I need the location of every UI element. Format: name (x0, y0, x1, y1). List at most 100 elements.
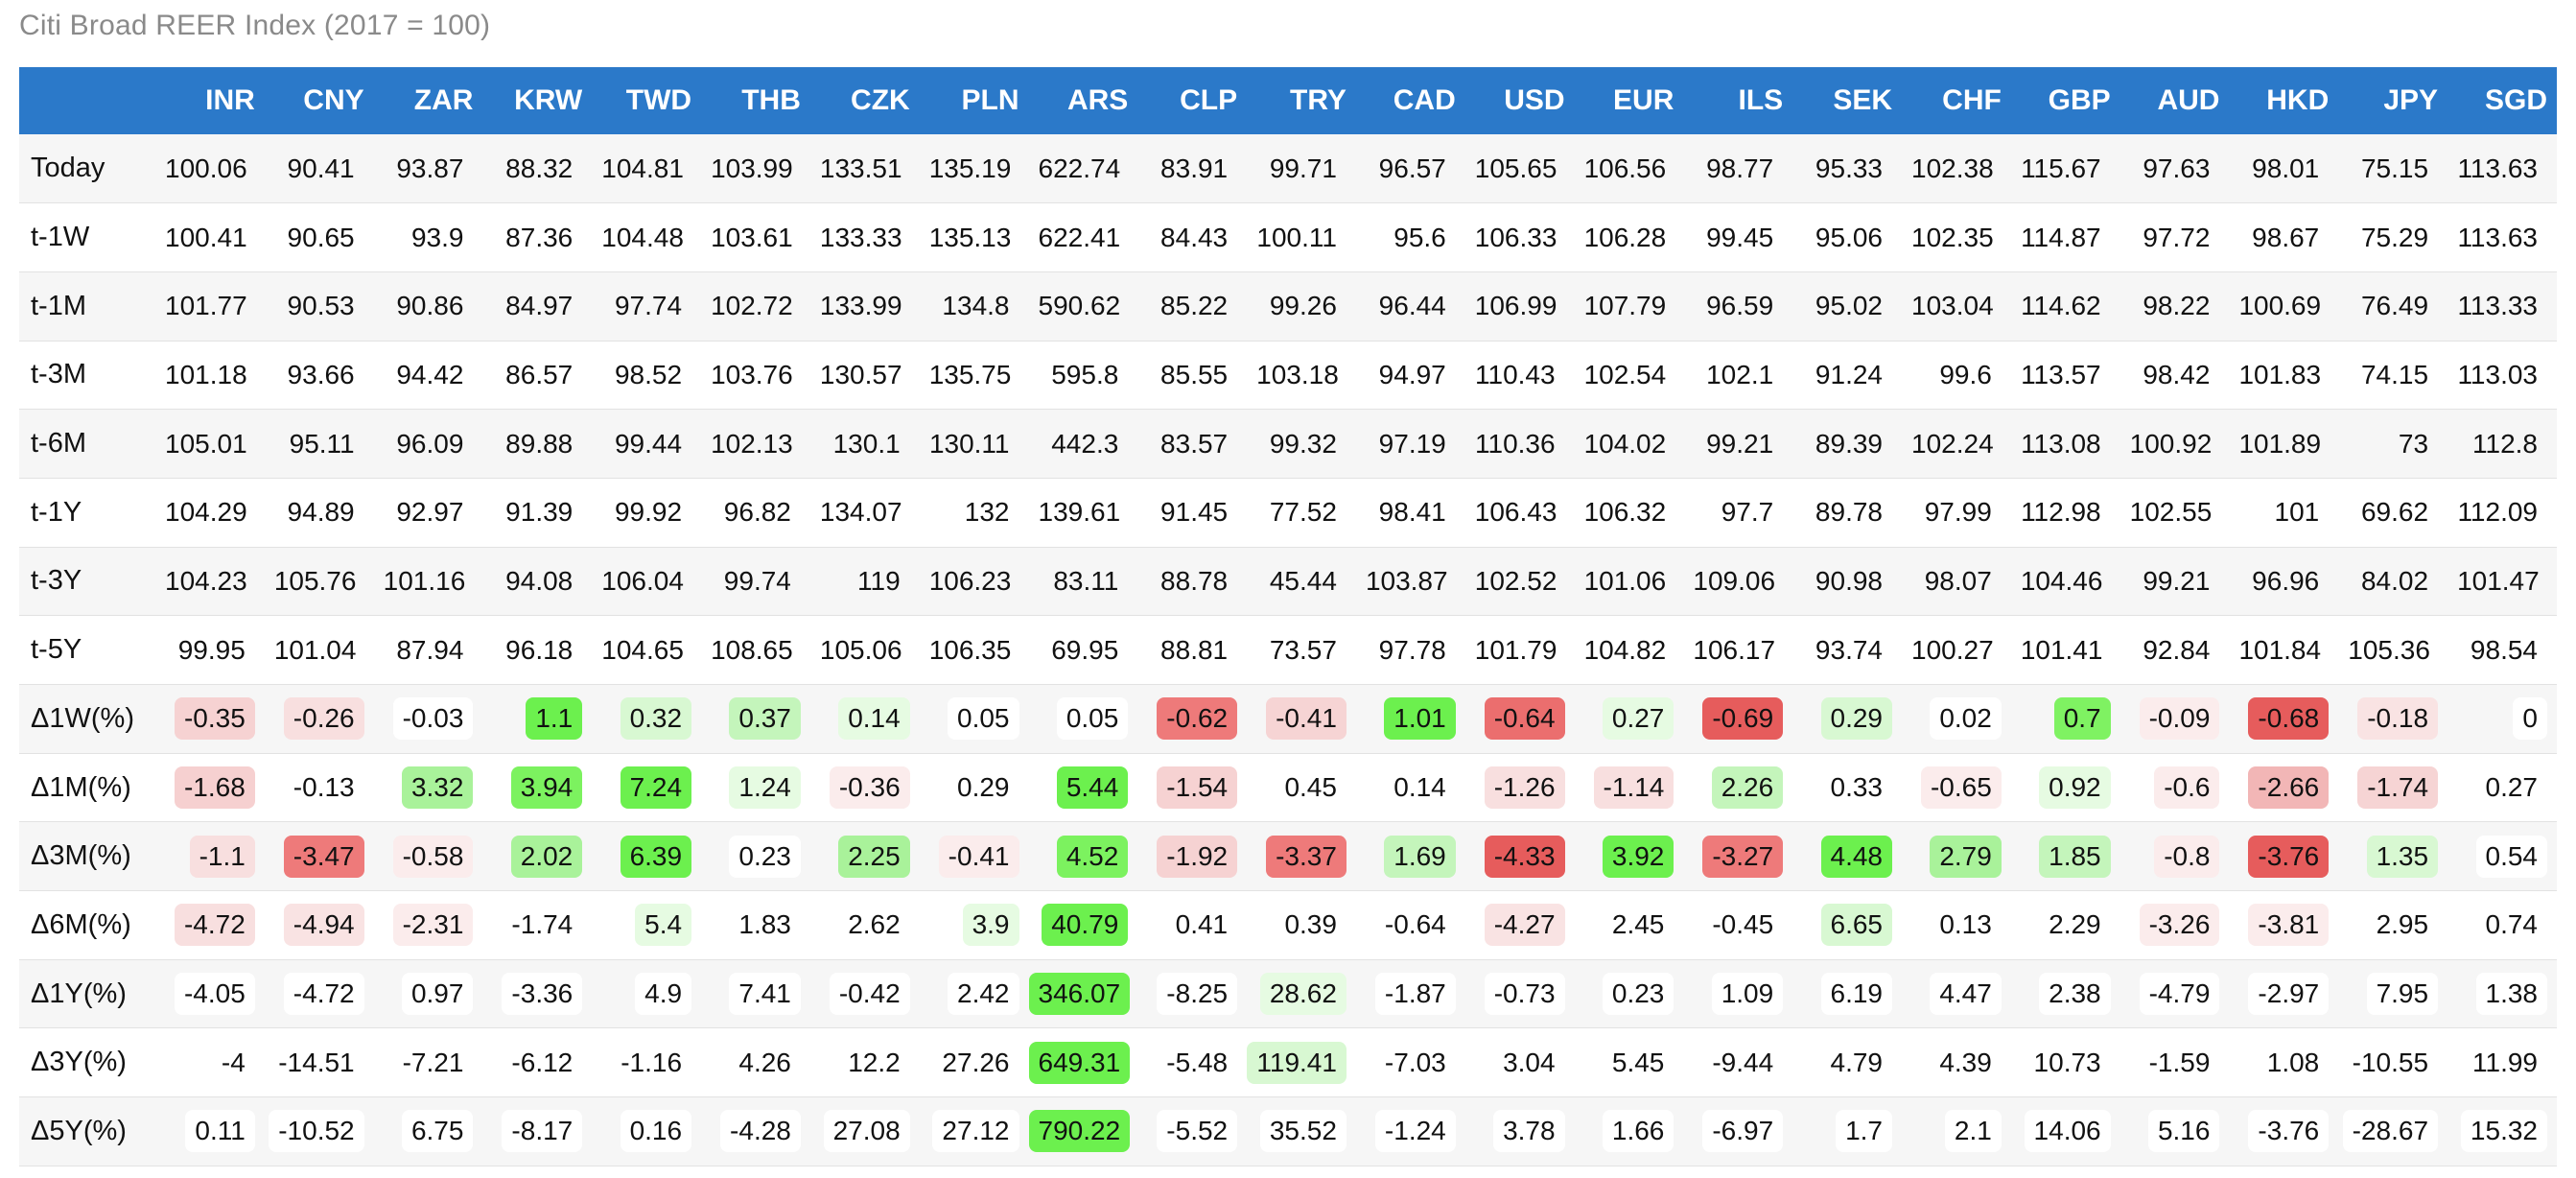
table-cell: 135.75 (919, 341, 1029, 411)
table-cell: 113.03 (2447, 341, 2557, 411)
table-cell: 93.9 (373, 202, 483, 272)
cell-value: 96.59 (1706, 291, 1774, 321)
column-header-clp: CLP (1137, 67, 1248, 134)
cell-value: 27.12 (932, 1110, 1019, 1153)
table-cell: 83.91 (1137, 134, 1248, 204)
cell-value: -1.54 (1157, 766, 1238, 810)
table-row: t-1W 100.41 90.65 93.9 87.36 104.48 103.61 133.… (19, 202, 2557, 272)
table-row: Today 100.06 90.41 93.87 88.32 104.81 103.99 13… (19, 134, 2557, 204)
cell-value: 4.48 (1820, 835, 1892, 878)
cell-value: 105.01 (165, 428, 247, 459)
cell-value: 27.26 (932, 1041, 1019, 1084)
cell-value: 0.14 (838, 697, 910, 741)
cell-value: 90.65 (287, 222, 355, 252)
table-cell: 95.06 (1792, 202, 1902, 272)
cell-value: -1.26 (1484, 766, 1565, 810)
table-cell: -1.24 (1355, 1096, 1465, 1166)
cell-value: -1.59 (2139, 1041, 2220, 1084)
cell-value: 2.42 (948, 973, 1019, 1016)
table-cell: 106.33 (1464, 202, 1575, 272)
cell-value: 100.92 (2129, 428, 2213, 459)
table-cell: 96.59 (1683, 271, 1793, 342)
table-cell: 74.15 (2338, 341, 2448, 411)
cell-value: 1.85 (2039, 835, 2111, 878)
cell-value: -5.48 (1157, 1041, 1238, 1084)
column-header-inr: INR (155, 67, 265, 134)
cell-value: 0.37 (729, 697, 801, 741)
cell-value: 84.02 (2360, 565, 2429, 596)
cell-value: 1.38 (2475, 973, 2547, 1016)
cell-value: 104.81 (601, 153, 684, 183)
table-cell: 0.13 (1902, 890, 2011, 960)
cell-value: 0.92 (2039, 766, 2111, 810)
cell-value: 95.06 (1815, 222, 1883, 252)
cell-value: 0 (2513, 697, 2547, 741)
cell-value: 97.78 (1378, 634, 1446, 665)
table-cell: 2.1 (1902, 1096, 2011, 1166)
cell-value: 115.67 (2021, 153, 2101, 183)
cell-value: -3.27 (1702, 835, 1784, 878)
table-cell: -0.42 (809, 959, 920, 1029)
table-cell: 0.97 (373, 959, 483, 1029)
cell-value: 0.7 (2053, 697, 2111, 741)
cell-value: 101.18 (165, 359, 247, 389)
table-cell: 98.67 (2229, 202, 2339, 272)
cell-value: 83.11 (1053, 565, 1119, 596)
cell-value: -14.51 (269, 1041, 364, 1084)
table-cell: 88.78 (1137, 547, 1248, 617)
table-cell: 3.04 (1464, 1027, 1575, 1098)
cell-value: 90.86 (396, 291, 464, 321)
table-cell: 101.79 (1464, 615, 1575, 685)
cell-value: -0.58 (392, 835, 474, 878)
cell-value: 90.98 (1815, 565, 1883, 596)
table-cell: 4.26 (701, 1027, 810, 1098)
cell-value: 101.77 (165, 291, 247, 321)
table-cell: -3.76 (2229, 1096, 2339, 1166)
table-cell: 133.99 (809, 271, 920, 342)
table-cell: 96.82 (701, 478, 810, 548)
cell-value: 130.57 (819, 359, 902, 389)
table-cell: -1.14 (1574, 753, 1684, 823)
cell-value: 45.44 (1269, 565, 1337, 596)
cell-value: 5.4 (635, 904, 692, 947)
cell-value: -1.16 (611, 1041, 692, 1084)
table-cell: 5.4 (592, 890, 702, 960)
table-cell: 106.17 (1683, 615, 1793, 685)
table-cell: 101.04 (264, 615, 374, 685)
table-cell: 112.09 (2447, 478, 2557, 548)
table-cell: 112.8 (2447, 409, 2557, 479)
cell-value: 104.65 (601, 634, 684, 665)
cell-value: 0.11 (185, 1110, 255, 1153)
table-cell: 1.01 (1355, 684, 1465, 754)
table-cell: 90.41 (264, 134, 374, 204)
table-cell: 119 (809, 547, 920, 617)
table-cell: 0.11 (155, 1096, 265, 1166)
table-cell: 98.01 (2229, 134, 2339, 204)
cell-value: -3.26 (2139, 904, 2220, 947)
cell-value: -8.17 (502, 1110, 583, 1153)
table-cell: 93.87 (373, 134, 483, 204)
table-cell: 2.26 (1683, 753, 1793, 823)
table-cell: 96.18 (482, 615, 593, 685)
cell-value: 76.49 (2360, 291, 2429, 321)
cell-value: 133.99 (819, 291, 902, 321)
table-cell: 1.35 (2338, 821, 2448, 892)
table-cell: 99.44 (592, 409, 702, 479)
table-cell: -4.28 (701, 1096, 810, 1166)
cell-value: 102.38 (1911, 153, 1994, 183)
cell-value: 102.72 (711, 291, 793, 321)
table-cell: 10.73 (2010, 1027, 2120, 1098)
table-cell: 99.95 (155, 615, 265, 685)
table-cell: 108.65 (701, 615, 810, 685)
cell-value: 106.17 (1693, 634, 1776, 665)
table-cell: 0.39 (1247, 890, 1356, 960)
table-cell: -8.25 (1137, 959, 1248, 1029)
cell-value: 84.43 (1160, 222, 1229, 252)
cell-value: 104.02 (1583, 428, 1667, 459)
table-cell: -1.1 (155, 821, 265, 892)
cell-value: 99.95 (177, 634, 246, 665)
table-cell: 98.07 (1902, 547, 2011, 617)
table-cell: 101.89 (2229, 409, 2339, 479)
cell-value: 0.74 (2475, 904, 2547, 947)
table-cell: 1.1 (482, 684, 593, 754)
